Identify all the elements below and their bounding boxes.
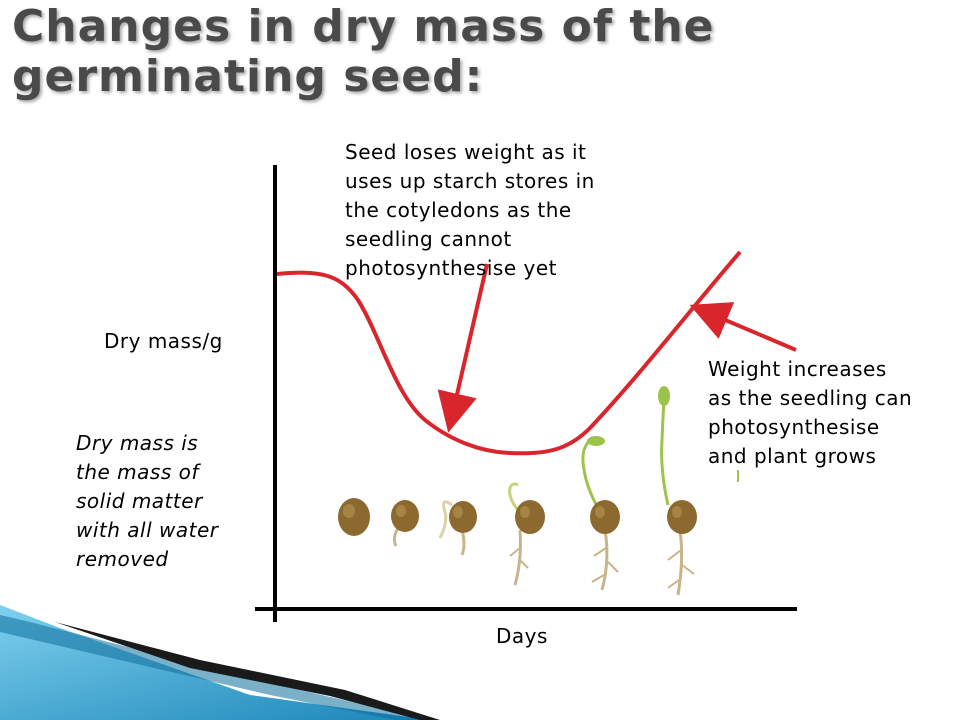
weight-loss-annotation: Seed loses weight as it uses up starch s…	[345, 138, 635, 283]
seed-stage-2	[391, 500, 419, 547]
weight-gain-annotation: Weight increases as the seedling can pho…	[708, 355, 953, 471]
seed-stage-5	[581, 436, 620, 591]
annotation-line: and plant grows	[708, 444, 877, 468]
definition-line: removed	[76, 547, 169, 571]
dry-mass-curve	[276, 250, 742, 456]
annotation-line: photosynthesise	[708, 415, 880, 439]
annotation-line: as the seedling can	[708, 386, 913, 410]
definition-line: solid matter	[76, 489, 203, 513]
seed-stage-4	[508, 482, 545, 586]
y-axis-label: Dry mass/g	[104, 329, 223, 353]
definition-line: with all water	[76, 518, 219, 542]
slide-title: Changes in dry mass of the germinating s…	[12, 2, 772, 102]
arrow-to-minimum	[437, 263, 489, 433]
x-axis-label: Days	[496, 624, 548, 648]
annotation-line: photosynthesise yet	[345, 256, 557, 280]
annotation-line: seedling cannot	[345, 227, 512, 251]
dry-mass-definition: Dry mass is the mass of solid matter wit…	[76, 429, 266, 574]
annotation-line: Weight increases	[708, 357, 887, 381]
corner-decoration	[0, 605, 440, 720]
seed-stage-1	[338, 498, 370, 536]
title-line-1: Changes in dry mass of the	[12, 1, 715, 52]
definition-line: the mass of	[76, 460, 199, 484]
annotation-line: Seed loses weight as it	[345, 140, 587, 164]
definition-line: Dry mass is	[76, 431, 199, 455]
title-line-2: germinating seed:	[12, 51, 484, 102]
seed-stage-6	[658, 386, 697, 596]
annotation-line: the cotyledons as the	[345, 198, 572, 222]
arrow-to-increase	[689, 302, 797, 352]
seed-stage-3	[438, 500, 477, 556]
seed-stages	[338, 386, 739, 596]
annotation-line: uses up starch stores in	[345, 169, 595, 193]
